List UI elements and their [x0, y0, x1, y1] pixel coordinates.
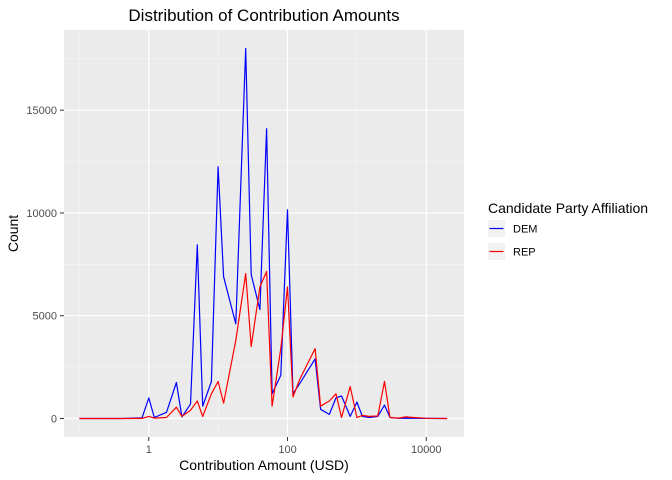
series-layer — [79, 47, 448, 420]
legend-title: Candidate Party Affiliation — [488, 200, 648, 216]
x-axis-title: Contribution Amount (USD) — [179, 457, 349, 473]
grid-minor — [64, 30, 464, 437]
y-axis-title: Count — [5, 215, 21, 252]
legend-label-dem: DEM — [513, 224, 537, 236]
legend-label-rep: REP — [513, 247, 536, 259]
series-line-rep — [79, 270, 448, 420]
axis-tick-labels: 1 100 10000 0 5000 10000 15000 — [26, 105, 441, 456]
plot-panel — [64, 30, 464, 437]
legend: Candidate Party Affiliation DEM REP — [488, 200, 648, 260]
y-tick-label: 15000 — [26, 105, 57, 117]
y-tick-label: 10000 — [26, 208, 57, 220]
axis-ticks — [60, 109, 427, 441]
plot-title: Distribution of Contribution Amounts — [128, 6, 399, 25]
y-tick-label: 5000 — [33, 311, 57, 323]
x-tick-label: 1 — [146, 444, 152, 456]
x-tick-label: 10000 — [411, 444, 442, 456]
y-tick-label: 0 — [51, 414, 57, 426]
legend-items: DEM REP — [488, 220, 537, 260]
x-tick-label: 100 — [278, 444, 296, 456]
